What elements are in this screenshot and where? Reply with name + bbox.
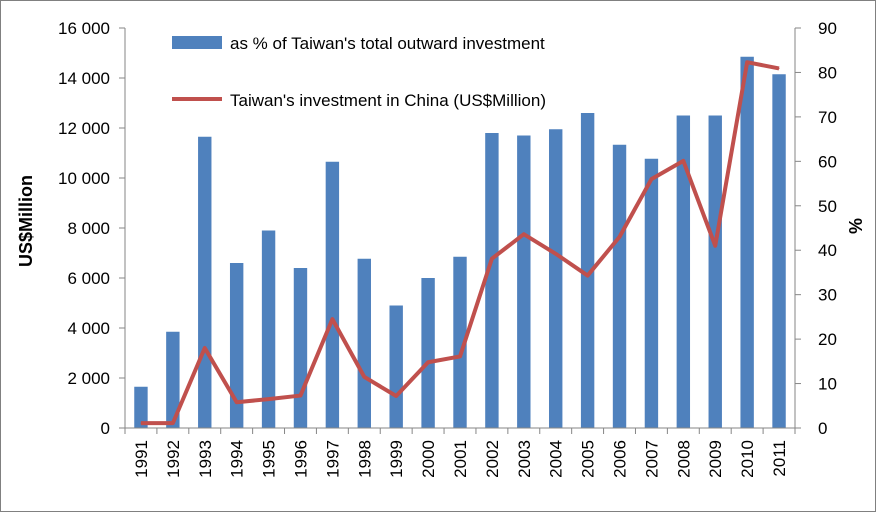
right-tick-label: 90 [818,19,837,38]
right-axis-title: % [846,218,866,234]
x-tick-label: 2009 [706,440,725,478]
right-tick-label: 0 [818,419,827,438]
bar [261,230,276,428]
bar [229,263,244,428]
left-axis-title: US$Million [16,175,36,267]
x-tick-label: 2001 [451,440,470,478]
bar [485,133,499,428]
x-tick-label: 2010 [738,440,757,478]
x-tick-label: 2005 [579,440,598,478]
line-point [587,275,589,277]
line-point [299,395,301,397]
right-tick-label: 60 [818,152,837,171]
x-tick-label: 1997 [323,440,342,478]
x-tick-label: 2006 [611,440,630,478]
left-tick-label: 4 000 [67,319,110,338]
right-tick-label: 30 [818,286,837,305]
right-tick-label: 50 [818,197,837,216]
bar [740,56,754,428]
line-point [395,395,397,397]
bar [166,331,180,428]
bar [644,158,659,428]
left-tick-label: 16 000 [58,19,110,38]
left-tick-label: 12 000 [58,119,110,138]
x-tick-label: 2011 [770,440,789,477]
axes: 0 2 000 4 000 6 000 8 000 10 000 12 000 14 000 1… [58,19,837,478]
left-tick-label: 2 000 [67,369,110,388]
x-tick-label: 2003 [515,440,534,478]
bar [772,74,786,428]
x-tick-label: 1992 [164,440,183,478]
legend: as % of Taiwan's total outward investmen… [172,34,546,110]
bar [453,256,467,428]
x-tick-label: 1996 [291,440,310,478]
line-point [363,376,365,378]
bar [198,136,212,428]
left-tick-label: 10 000 [58,169,110,188]
right-tick-label: 70 [818,108,837,127]
line-point [650,178,652,180]
line-point [746,61,748,63]
line-point [172,422,174,424]
left-tick-label: 6 000 [67,269,110,288]
legend-bar-swatch [172,36,222,49]
bar [612,144,627,428]
x-tick-label: 1994 [228,440,247,478]
line-point [619,236,621,238]
bar [517,135,531,428]
bar [389,305,403,428]
line-point [778,67,780,69]
line-point [714,245,716,247]
right-tick-label: 20 [818,330,837,349]
x-tick-label: 1993 [196,440,215,478]
line-point [459,355,461,357]
bar [676,115,691,428]
bar [134,386,148,428]
x-tick-label: 2007 [642,440,661,478]
line-point [555,253,557,255]
line-point [523,233,525,235]
x-tick-label: 2002 [483,440,502,478]
legend-line-label: Taiwan's investment in China (US$Million… [230,91,546,110]
right-tick-label: 80 [818,63,837,82]
right-tick-label: 40 [818,241,837,260]
line-point [140,422,142,424]
line-point [236,401,238,403]
bar [549,129,563,428]
x-tick-label: 2000 [419,440,438,478]
bar [357,258,371,428]
line-point [491,258,493,260]
bar [421,278,435,428]
bar [580,113,595,428]
left-tick-label: 14 000 [58,69,110,88]
line-point [682,160,684,162]
left-tick-label: 0 [101,419,110,438]
line-series [140,60,780,426]
line-point [204,347,206,349]
bar-series [134,56,786,428]
right-tick-label: 10 [818,375,837,394]
bar [293,268,308,428]
line-point [331,318,333,320]
bar [708,115,722,428]
x-tick-label: 1998 [355,440,374,478]
x-tick-label: 1999 [387,440,406,478]
x-tick-label: 1995 [260,440,279,478]
line-point [427,361,429,363]
left-tick-label: 8 000 [67,219,110,238]
bar [325,161,340,428]
line-point [268,398,270,400]
x-tick-label: 2008 [674,440,693,478]
legend-bar-label: as % of Taiwan's total outward investmen… [230,34,545,53]
x-tick-label: 2004 [547,440,566,478]
x-tick-label: 1991 [132,440,151,478]
